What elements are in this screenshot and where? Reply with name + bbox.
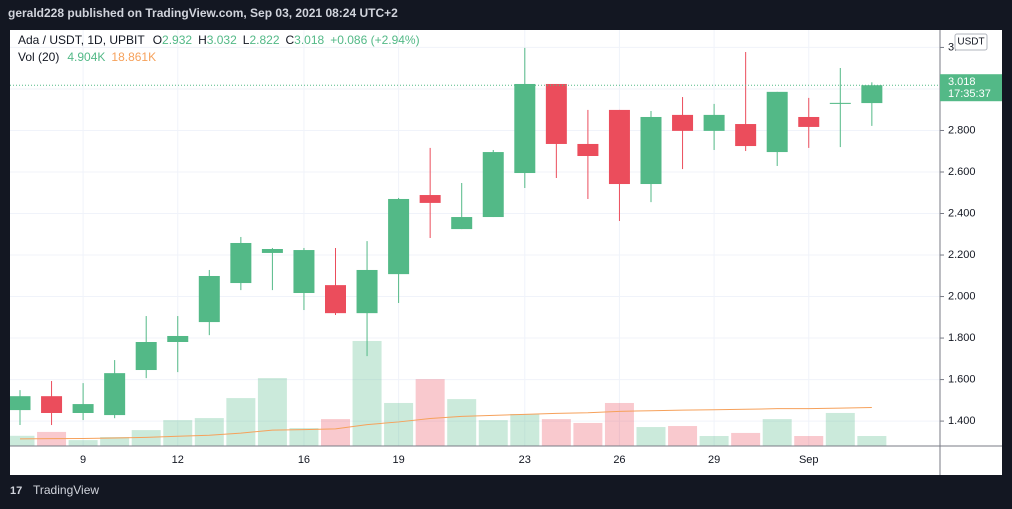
candle-body	[451, 217, 473, 230]
x-tick-label: 9	[80, 454, 86, 466]
volume-bar	[10, 435, 35, 446]
candle-body	[640, 116, 662, 185]
volume-bar	[194, 418, 224, 446]
candle-body	[230, 242, 252, 284]
candles	[10, 47, 940, 426]
y-tick-label: 2.600	[948, 166, 976, 178]
x-tick-label: 19	[392, 454, 404, 466]
candle-body	[672, 114, 694, 131]
axes: 1.400 1.600 1.800 2.000 2.200 2.400 2.600 2.800…	[80, 41, 1002, 466]
volume-bar	[352, 340, 382, 446]
ohlc-value: 3.018	[294, 33, 324, 47]
volume-bar	[478, 420, 508, 446]
change: +0.086 (+2.94%)	[330, 33, 419, 47]
y-tick-label: 1.800	[948, 332, 976, 344]
brand: TradingView	[33, 483, 99, 497]
x-tick-label: Sep	[799, 454, 819, 466]
candle-body	[577, 143, 599, 157]
volume-bar	[857, 435, 887, 446]
volume-bar	[226, 398, 256, 446]
volume-ma-value: 18.861K	[111, 50, 156, 64]
y-tick-label: 1.600	[948, 373, 976, 385]
candle-body	[735, 124, 757, 147]
volume-bar	[100, 437, 130, 446]
volume-value: 4.904K	[67, 50, 105, 64]
candle-body	[104, 373, 126, 416]
candle-body	[703, 114, 725, 131]
candle-body	[766, 91, 788, 153]
volume-pane	[10, 340, 887, 446]
volume-bar	[289, 428, 319, 446]
volume-bar	[163, 420, 193, 446]
candle-body	[798, 116, 820, 127]
volume-bar	[731, 432, 761, 446]
candle-body	[388, 198, 410, 275]
volume-bar	[257, 378, 287, 446]
ohlc-key: C	[286, 33, 295, 47]
volume-bar	[541, 419, 571, 446]
y-tick-label: 2.000	[948, 290, 976, 302]
candle-body	[135, 342, 157, 371]
symbol: Ada / USDT, 1D, UPBIT	[18, 33, 145, 47]
volume-ma-line	[19, 407, 872, 440]
candle-body	[167, 335, 189, 342]
candle-body	[356, 269, 378, 314]
volume-bar	[510, 413, 540, 446]
volume-bar	[384, 402, 414, 446]
currency-label: USDT	[957, 37, 984, 48]
last-price-box	[940, 74, 1002, 102]
volume-bar	[699, 436, 729, 446]
candle-body	[861, 85, 883, 104]
volume-bar	[415, 379, 445, 446]
ohlc-value: 2.932	[162, 33, 192, 47]
x-tick-label: 23	[519, 454, 531, 466]
x-tick-label: 16	[298, 454, 310, 466]
y-tick-label: 2.400	[948, 207, 976, 219]
volume-bar	[825, 412, 855, 446]
candle-body	[198, 275, 220, 323]
candle-body	[261, 249, 283, 253]
ohlc-key: L	[243, 33, 250, 47]
countdown: 17:35:37	[948, 88, 991, 100]
legend: Ada / USDT, 1D, UPBIT O 2.932 H 3.032 L 2.822 C…	[18, 33, 420, 64]
ohlc-value: 2.822	[249, 33, 279, 47]
candle-body	[10, 396, 31, 411]
ohlc-value: 3.032	[207, 33, 237, 47]
volume-bar	[762, 419, 792, 446]
x-tick-label: 26	[613, 454, 625, 466]
ohlc-key: H	[198, 33, 207, 47]
candle-body	[41, 396, 63, 413]
ohlc-key: O	[153, 33, 162, 47]
chart-area	[10, 30, 1002, 475]
candle-body	[293, 250, 315, 294]
candle-body	[829, 102, 851, 104]
y-tick-label: 2.800	[948, 124, 976, 136]
last-price-label: 3.018	[948, 76, 976, 88]
volume-bar	[131, 430, 161, 446]
volume-bar	[573, 422, 603, 446]
volume-bar	[447, 399, 477, 446]
x-tick-label: 29	[708, 454, 720, 466]
volume-bar	[321, 419, 350, 446]
logo-mark: 17	[10, 485, 22, 497]
candle-body	[325, 285, 346, 314]
x-tick-label: 12	[172, 454, 184, 466]
volume-bar	[794, 436, 824, 446]
volume-name: Vol (20)	[18, 50, 59, 64]
y-tick-label: 1.400	[948, 415, 976, 427]
volume-bar	[604, 402, 634, 446]
candle-body	[545, 83, 567, 144]
candle-body	[514, 83, 536, 174]
candle-body	[419, 195, 441, 203]
currency-badge[interactable]	[954, 33, 988, 51]
candle-body	[482, 152, 504, 218]
volume-bar	[668, 426, 698, 446]
header-title: gerald228 published on TradingView.com, …	[8, 6, 398, 20]
volume-bar	[68, 440, 98, 446]
candle-body	[608, 109, 630, 185]
volume-bar	[636, 427, 666, 446]
candle-body	[72, 404, 94, 413]
y-tick-label: 2.200	[948, 249, 976, 261]
